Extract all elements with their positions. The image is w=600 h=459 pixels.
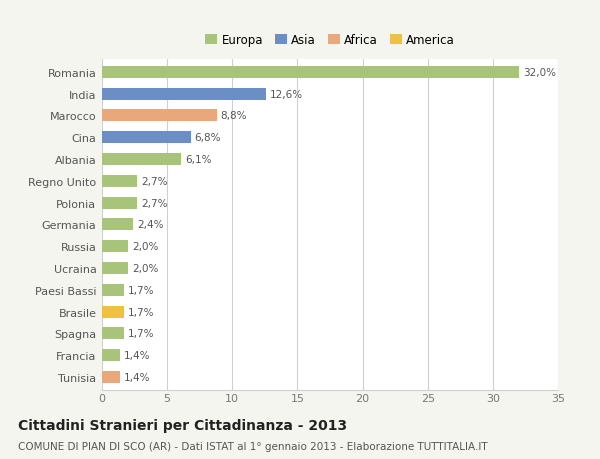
Legend: Europa, Asia, Africa, America: Europa, Asia, Africa, America bbox=[202, 30, 458, 50]
Bar bbox=[102, 306, 124, 318]
Bar bbox=[102, 197, 137, 209]
Text: 6,8%: 6,8% bbox=[194, 133, 221, 143]
Bar bbox=[102, 349, 120, 361]
Text: 2,7%: 2,7% bbox=[141, 198, 167, 208]
Bar bbox=[102, 110, 217, 122]
Bar bbox=[102, 263, 128, 274]
Text: 8,8%: 8,8% bbox=[221, 111, 247, 121]
Text: 2,0%: 2,0% bbox=[132, 263, 158, 274]
Text: 6,1%: 6,1% bbox=[185, 155, 212, 165]
Text: 1,7%: 1,7% bbox=[128, 329, 155, 339]
Text: 1,4%: 1,4% bbox=[124, 372, 151, 382]
Bar bbox=[102, 371, 120, 383]
Bar bbox=[102, 154, 181, 166]
Bar bbox=[102, 328, 124, 340]
Bar bbox=[102, 67, 519, 78]
Bar bbox=[102, 89, 266, 101]
Bar bbox=[102, 241, 128, 252]
Text: Cittadini Stranieri per Cittadinanza - 2013: Cittadini Stranieri per Cittadinanza - 2… bbox=[18, 418, 347, 431]
Bar bbox=[102, 219, 133, 231]
Text: 1,7%: 1,7% bbox=[128, 307, 155, 317]
Text: COMUNE DI PIAN DI SCO (AR) - Dati ISTAT al 1° gennaio 2013 - Elaborazione TUTTIT: COMUNE DI PIAN DI SCO (AR) - Dati ISTAT … bbox=[18, 441, 488, 451]
Text: 32,0%: 32,0% bbox=[523, 68, 556, 78]
Text: 12,6%: 12,6% bbox=[270, 90, 303, 100]
Bar bbox=[102, 284, 124, 296]
Bar bbox=[102, 132, 191, 144]
Text: 1,4%: 1,4% bbox=[124, 350, 151, 360]
Text: 2,0%: 2,0% bbox=[132, 241, 158, 252]
Text: 2,4%: 2,4% bbox=[137, 220, 164, 230]
Text: 1,7%: 1,7% bbox=[128, 285, 155, 295]
Text: 2,7%: 2,7% bbox=[141, 176, 167, 186]
Bar bbox=[102, 175, 137, 187]
